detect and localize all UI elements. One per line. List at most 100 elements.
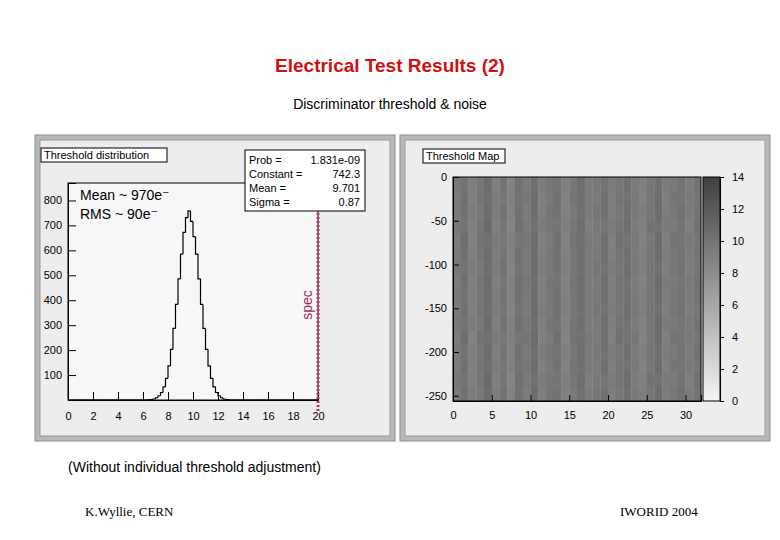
- cell: [569, 359, 577, 373]
- cell: [453, 289, 461, 303]
- stats-value: 9.701: [332, 182, 360, 194]
- axis-line: [69, 392, 319, 401]
- cell: [639, 261, 647, 275]
- cell: [593, 247, 601, 261]
- tick-mark: [531, 395, 532, 401]
- tick-label: 8: [732, 267, 738, 279]
- cell: [554, 191, 562, 205]
- cell: [461, 289, 469, 303]
- cell: [655, 359, 663, 373]
- cell: [562, 373, 570, 387]
- cell: [461, 191, 469, 205]
- cell: [693, 359, 701, 373]
- cell: [600, 359, 608, 373]
- bin: [206, 328, 209, 349]
- tick-label: 20: [312, 410, 324, 422]
- cell: [655, 275, 663, 289]
- stats-label: Constant =: [249, 168, 303, 180]
- cell: [538, 331, 546, 345]
- chart-title: Threshold Map: [426, 150, 499, 162]
- cell: [670, 373, 678, 387]
- cell: [469, 303, 477, 317]
- cell: [546, 331, 554, 345]
- bin: [196, 237, 199, 254]
- tick-label: 0: [441, 171, 447, 183]
- cell: [693, 205, 701, 219]
- cell: [507, 177, 515, 191]
- cell: [569, 191, 577, 205]
- cell: [577, 303, 585, 317]
- cell: [523, 205, 531, 219]
- tick: 8: [720, 267, 738, 279]
- cell: [523, 345, 531, 359]
- tick: 16: [262, 392, 274, 422]
- cell: [515, 373, 523, 387]
- cell: [662, 205, 670, 219]
- cell: [515, 289, 523, 303]
- tick: 12: [720, 203, 744, 215]
- cell: [585, 303, 593, 317]
- colorbar-axis: 02468101214: [720, 171, 744, 407]
- cell: [678, 331, 686, 345]
- axis-line: [721, 178, 725, 402]
- bin: [211, 366, 214, 378]
- cell: [693, 275, 701, 289]
- cell: [554, 387, 562, 401]
- cell: [600, 373, 608, 387]
- cell: [507, 345, 515, 359]
- tick: 200: [44, 344, 76, 356]
- tick: 18: [287, 392, 299, 422]
- cell: [585, 177, 593, 191]
- tick-label: 14: [732, 171, 744, 183]
- tick: 14: [720, 171, 744, 183]
- cell: [453, 303, 461, 317]
- tick: 500: [44, 269, 76, 281]
- cell: [639, 373, 647, 387]
- tick-mark: [453, 396, 459, 397]
- cell: [507, 233, 515, 247]
- cell: [569, 289, 577, 303]
- tick: 20: [602, 395, 614, 421]
- cell: [492, 317, 500, 331]
- cell: [678, 275, 686, 289]
- cell: [600, 275, 608, 289]
- tick: 5: [489, 395, 495, 421]
- cell: [693, 373, 701, 387]
- tick: 800: [44, 194, 76, 206]
- cell: [686, 275, 694, 289]
- cell: [531, 275, 539, 289]
- cell: [461, 205, 469, 219]
- axis: 051015202530: [450, 395, 701, 421]
- tick-mark: [492, 395, 493, 401]
- cell: [469, 233, 477, 247]
- tick: 10: [525, 395, 537, 421]
- cell: [577, 275, 585, 289]
- annotation: RMS ~ 90e⁻: [80, 206, 158, 222]
- cell: [569, 261, 577, 275]
- cell: [577, 289, 585, 303]
- cell: [538, 373, 546, 387]
- cell: [577, 205, 585, 219]
- tick-label: 12: [212, 410, 224, 422]
- cell: [693, 247, 701, 261]
- tick-label: 6: [732, 299, 738, 311]
- cell: [476, 205, 484, 219]
- cell: [538, 345, 546, 359]
- cell: [624, 247, 632, 261]
- cell: [492, 345, 500, 359]
- cell: [608, 317, 616, 331]
- tick-mark: [68, 350, 76, 351]
- cell: [655, 177, 663, 191]
- tick-mark: [720, 337, 724, 338]
- cell: [546, 233, 554, 247]
- cell: [500, 317, 508, 331]
- tick: 2: [90, 392, 96, 422]
- cell: [670, 275, 678, 289]
- cell: [670, 317, 678, 331]
- cell: [624, 359, 632, 373]
- cell: [523, 303, 531, 317]
- cell: [585, 233, 593, 247]
- bin: [203, 304, 206, 328]
- cell: [554, 345, 562, 359]
- cell: [600, 205, 608, 219]
